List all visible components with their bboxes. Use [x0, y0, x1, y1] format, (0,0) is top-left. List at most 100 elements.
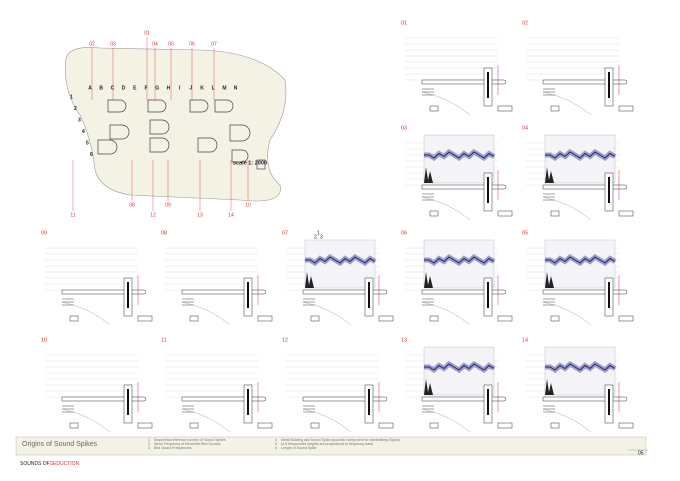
plan-section: [618, 422, 634, 429]
plan-marker: 09: [165, 202, 171, 208]
brand: SOUNDS OFSEDUCTION: [20, 461, 80, 467]
legend-number: 5: [275, 442, 277, 446]
plan-marker: 02: [89, 41, 95, 47]
plan-marker: 08: [129, 202, 135, 208]
plan-section: [69, 315, 79, 322]
tower-core: [368, 389, 370, 415]
footer-title: Origins of Sound Spikes: [22, 441, 98, 448]
legend-number: 6: [275, 446, 277, 450]
tower-core: [487, 177, 489, 203]
ground-curve: [421, 196, 471, 221]
brand-accent: SEDUCTION: [50, 461, 80, 467]
grid-column-label: E: [133, 85, 137, 91]
brand-text: SOUNDS OF: [20, 461, 50, 467]
frequency-core: [545, 363, 616, 371]
sound-spike: [61, 289, 147, 295]
tower-core: [608, 72, 610, 98]
ground-curve: [421, 91, 471, 116]
section-panel: 04: [522, 125, 634, 221]
panel-number: 04: [522, 125, 528, 131]
grid-column-label: G: [155, 85, 159, 91]
section-panel: 03: [401, 125, 513, 221]
footer-band: [15, 436, 647, 456]
tower-core: [247, 282, 249, 308]
legend-text: Metal Building aka Sound Spike (acoustic…: [281, 438, 400, 442]
plan-section: [69, 422, 79, 429]
section-panel: 10: [41, 337, 153, 433]
ground-curve: [542, 91, 592, 116]
ground-curve: [421, 301, 471, 326]
grid-column-label: M: [222, 85, 226, 91]
site-plan: [65, 47, 287, 202]
bird-sound: [545, 379, 554, 395]
north-arrow: [256, 159, 266, 170]
grid-column-label: C: [111, 85, 115, 91]
legend-text: Bird Sound Frequencies: [154, 446, 192, 450]
page-number: 05: [638, 450, 644, 456]
plan-section: [378, 422, 394, 429]
plan-section: [550, 210, 560, 217]
section-panel: 12: [282, 337, 394, 433]
grid-column-label: N: [234, 85, 238, 91]
panel-number: 10: [41, 337, 47, 343]
grid-column-label: J: [189, 85, 192, 91]
panel-number: 09: [41, 230, 47, 236]
frequency-core: [424, 256, 495, 264]
plan-marker: 14: [228, 212, 234, 218]
section-panel: 14: [522, 337, 634, 433]
plan-section: [310, 422, 320, 429]
ground-curve: [302, 408, 352, 433]
plan-section: [137, 315, 153, 322]
ground-curve: [61, 408, 111, 433]
plan-marker: 12: [150, 212, 156, 218]
legend-number: 2: [148, 442, 150, 446]
grid-row-label: 4: [82, 129, 85, 135]
grid-column-label: L: [212, 85, 215, 91]
plan-marker: 10: [245, 202, 251, 208]
frequency-core: [305, 256, 376, 264]
plan-section: [310, 315, 320, 322]
tower-core: [608, 177, 610, 203]
ground-curve: [421, 408, 471, 433]
plan-marker: 07: [211, 41, 217, 47]
plan-section: [137, 422, 153, 429]
bird-sound: [424, 379, 433, 395]
section-panel: 09: [41, 230, 153, 326]
frequency-core: [424, 363, 495, 371]
sound-spike: [421, 289, 507, 295]
plan-marker: 06: [189, 41, 195, 47]
plan-section: [189, 315, 199, 322]
ground-curve: [302, 301, 352, 326]
panel-annotation: 2: [314, 234, 317, 240]
plan-section: [429, 210, 439, 217]
sound-spike: [542, 79, 628, 85]
panel-number: 13: [401, 337, 407, 343]
section-panel: 07 12 3: [282, 230, 394, 326]
bird-sound: [305, 272, 314, 288]
grid-row-label: 6: [90, 152, 93, 158]
tower-core: [127, 389, 129, 415]
plan-buildings: [97, 99, 251, 163]
plan-section: [378, 315, 394, 322]
sound-spike: [181, 396, 267, 402]
bird-sound: [424, 272, 433, 288]
section-panel: 01: [401, 20, 513, 116]
plan-section: [189, 422, 199, 429]
tower-core: [127, 282, 129, 308]
map-scale: scale 1: 2000: [233, 160, 267, 166]
plan-section: [429, 315, 439, 322]
plan-marker: 13: [197, 212, 203, 218]
bird-sound: [545, 272, 554, 288]
section-panel: 02: [522, 20, 634, 116]
ground-curve: [542, 301, 592, 326]
sound-spike: [181, 289, 267, 295]
frequency-core: [424, 151, 495, 159]
section-panel: 06: [401, 230, 513, 326]
tower-core: [247, 389, 249, 415]
grid-column-label: K: [200, 85, 204, 91]
tower-core: [487, 72, 489, 98]
panel-annotation: 1: [317, 230, 320, 236]
panel-number: 08: [161, 230, 167, 236]
panel-number: 05: [522, 230, 528, 236]
